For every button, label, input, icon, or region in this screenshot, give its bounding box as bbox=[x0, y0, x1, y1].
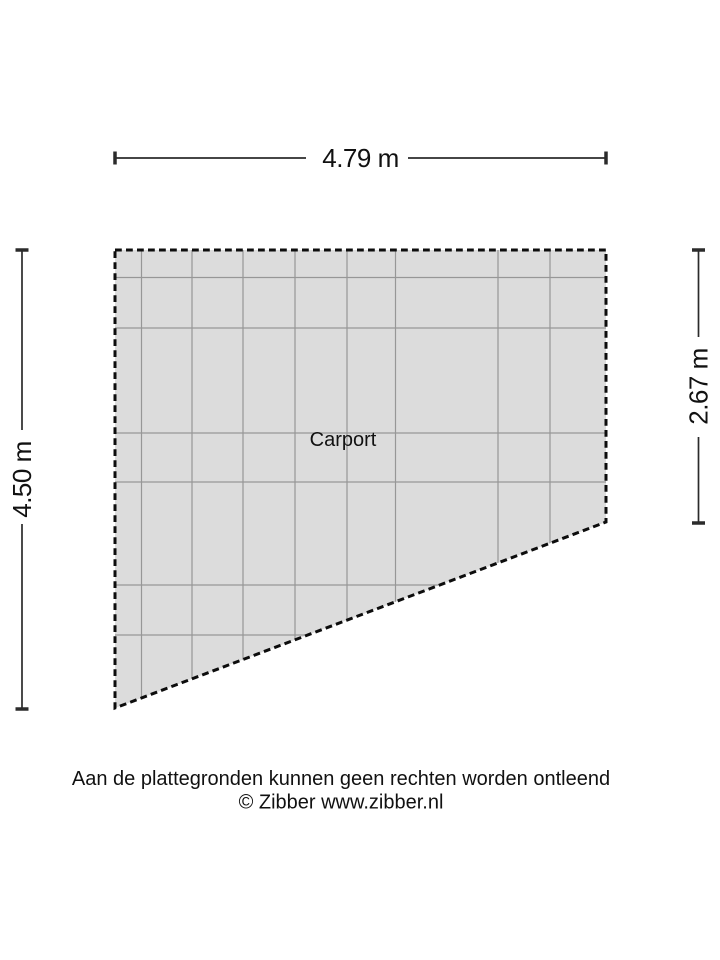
footer-disclaimer: Aan de plattegronden kunnen geen rechten… bbox=[72, 768, 610, 790]
dimension-top: 4.79 m bbox=[113, 143, 608, 173]
room-dashed-outline bbox=[113, 248, 608, 711]
footer: Aan de plattegronden kunnen geen rechten… bbox=[72, 768, 610, 814]
dimension-label-left: 4.50 m bbox=[7, 441, 37, 518]
carport-room-shape bbox=[115, 250, 606, 708]
dimension-left: 4.50 m bbox=[7, 248, 37, 711]
room-label: Carport bbox=[310, 429, 377, 451]
footer-copyright: © Zibber www.zibber.nl bbox=[239, 792, 444, 814]
dimension-label-top: 4.79 m bbox=[322, 143, 399, 173]
dimension-label-right: 2.67 m bbox=[684, 348, 714, 425]
dimension-right: 2.67 m bbox=[684, 248, 714, 525]
